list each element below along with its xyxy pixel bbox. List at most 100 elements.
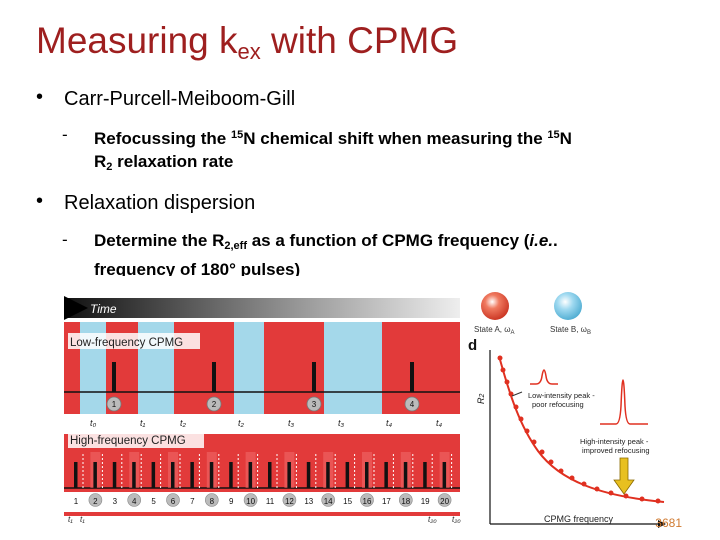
high-number-circle bbox=[437, 493, 452, 507]
high-pulse bbox=[112, 462, 117, 488]
high-number-label: 6 bbox=[171, 497, 176, 506]
high-number-circle bbox=[321, 493, 336, 507]
high-number-label: 12 bbox=[285, 497, 294, 506]
high-number-label: 7 bbox=[190, 497, 195, 506]
high-intensity-peak bbox=[600, 379, 648, 425]
bullet-relaxation: • Relaxation dispersion bbox=[36, 190, 256, 215]
text-part: Determine the R bbox=[94, 231, 225, 250]
high-pulse bbox=[171, 462, 175, 488]
state-a-label: State A, ωA bbox=[474, 325, 515, 336]
high-number-label: 14 bbox=[324, 497, 333, 506]
low-marker-label: 2 bbox=[212, 400, 217, 409]
high-number-label: 17 bbox=[382, 497, 391, 506]
high-pulse bbox=[93, 462, 97, 488]
high-number-label: 8 bbox=[210, 497, 215, 506]
high-time-label: t₁ bbox=[68, 515, 73, 524]
page-number: 3681 bbox=[655, 516, 682, 530]
high-pulse bbox=[74, 462, 78, 488]
high-pulse bbox=[384, 462, 388, 488]
high-number-label: 10 bbox=[246, 497, 255, 506]
state-b-label: State B, ωB bbox=[550, 325, 591, 336]
bullet-dot: • bbox=[36, 190, 44, 212]
bullet-dot: • bbox=[36, 86, 44, 108]
bullet-text: Relaxation dispersion bbox=[64, 192, 256, 214]
state-a-ball bbox=[481, 292, 509, 320]
high-number-label: 5 bbox=[151, 497, 156, 506]
subbullet-dash: - bbox=[62, 230, 68, 249]
high-time-label: t₁ bbox=[80, 515, 85, 524]
time-arrow: Time bbox=[64, 296, 460, 320]
high-pulse bbox=[287, 462, 291, 488]
high-pulse bbox=[345, 462, 350, 488]
time-label: Time bbox=[90, 302, 117, 316]
bullet-text: Carr-Purcell-Meiboom-Gill bbox=[64, 88, 296, 110]
high-number-label: 20 bbox=[440, 497, 449, 506]
high-number-label: 16 bbox=[363, 497, 372, 506]
low-marker-circle bbox=[404, 396, 420, 412]
subbullet-dash: - bbox=[62, 125, 68, 144]
low-time-label: t₀ bbox=[90, 418, 97, 428]
isotope-superscript: 15 bbox=[547, 129, 560, 141]
high-pulse bbox=[442, 462, 447, 488]
low-frequency-label: Low-frequency CPMG bbox=[70, 337, 183, 349]
high-pulse bbox=[326, 462, 330, 488]
text-part: as a function of CPMG frequency ( bbox=[247, 231, 530, 250]
high-pulse bbox=[268, 462, 272, 488]
subbullet-refocussing: - Refocussing the 15N chemical shift whe… bbox=[62, 124, 694, 179]
panel-letter: d bbox=[468, 337, 477, 354]
title-subscript: ex bbox=[237, 39, 261, 64]
high-number-circle bbox=[243, 493, 258, 507]
high-number-circle bbox=[205, 493, 219, 507]
bullet-cpmg: • Carr-Purcell-Meiboom-Gill bbox=[36, 86, 296, 111]
low-frequency-panel: Low-frequency CPMG 1 2 3 4 t₀ t₁ t₂ t₂ t₃ t₃ t₄ t₄ bbox=[64, 322, 460, 434]
high-pulse bbox=[132, 462, 136, 488]
high-pulse bbox=[151, 462, 156, 488]
high-number-label: 19 bbox=[421, 497, 430, 506]
high-time-label: t₂₀ bbox=[428, 515, 437, 524]
high-pulse bbox=[190, 462, 194, 488]
r2-subscript: 2 bbox=[106, 161, 113, 173]
low-time-label: t₁ bbox=[140, 418, 146, 428]
low-marker-circle bbox=[206, 396, 222, 412]
r2eff-subscript: 2,eff bbox=[224, 240, 247, 252]
high-pulse bbox=[248, 462, 253, 488]
low-time-label: t₃ bbox=[338, 418, 345, 428]
low-time-label: t₄ bbox=[436, 418, 443, 428]
text-part: N bbox=[559, 129, 572, 148]
low-time-label: t₂ bbox=[238, 418, 245, 428]
high-pulse bbox=[229, 462, 233, 488]
text-part: R bbox=[94, 152, 107, 171]
high-number-label: 1 bbox=[74, 497, 79, 506]
high-number-label: 15 bbox=[343, 497, 352, 506]
x-axis-label: CPMG frequency bbox=[544, 514, 614, 524]
italic-ie: i.e. bbox=[529, 231, 554, 250]
high-pulse bbox=[209, 462, 214, 488]
high-number-circle bbox=[166, 493, 180, 507]
dispersion-panel: State A, ωA State B, ωB d R2 CPMG freque… bbox=[464, 276, 680, 532]
high-number-label: 13 bbox=[304, 497, 313, 506]
low-marker-label: 1 bbox=[112, 400, 117, 409]
high-frequency-label: High-frequency CPMG bbox=[70, 435, 186, 447]
high-frequency-panel: High-frequency CPMG 1 2 3 4 5 6 7 8 9 10 11 12 13 14 1… bbox=[64, 432, 461, 524]
high-time-label: t₂₀ bbox=[452, 515, 461, 524]
text-part: Refocussing the bbox=[94, 129, 231, 148]
isotope-superscript: 15 bbox=[230, 129, 244, 141]
high-number-label: 2 bbox=[93, 497, 98, 506]
high-number-circle bbox=[88, 493, 103, 507]
low-peak-annotation-2: poor refocusing bbox=[532, 400, 584, 409]
low-marker-circle bbox=[106, 396, 122, 412]
dispersion-points bbox=[497, 355, 661, 504]
high-pulse bbox=[403, 462, 408, 488]
text-part: N chemical shift when measuring the bbox=[243, 129, 548, 148]
high-number-circle bbox=[282, 493, 297, 507]
subbullet-determine: - Determine the R2,eff as a function of … bbox=[62, 230, 558, 279]
text-part: relaxation rate bbox=[112, 152, 234, 171]
high-number-circle bbox=[398, 493, 413, 507]
high-number-circle bbox=[360, 493, 374, 507]
high-number-label: 11 bbox=[266, 497, 275, 506]
high-pulse bbox=[306, 462, 311, 488]
high-number-label: 3 bbox=[113, 497, 118, 506]
low-time-label: t₃ bbox=[288, 418, 295, 428]
low-marker-circle bbox=[306, 396, 322, 412]
